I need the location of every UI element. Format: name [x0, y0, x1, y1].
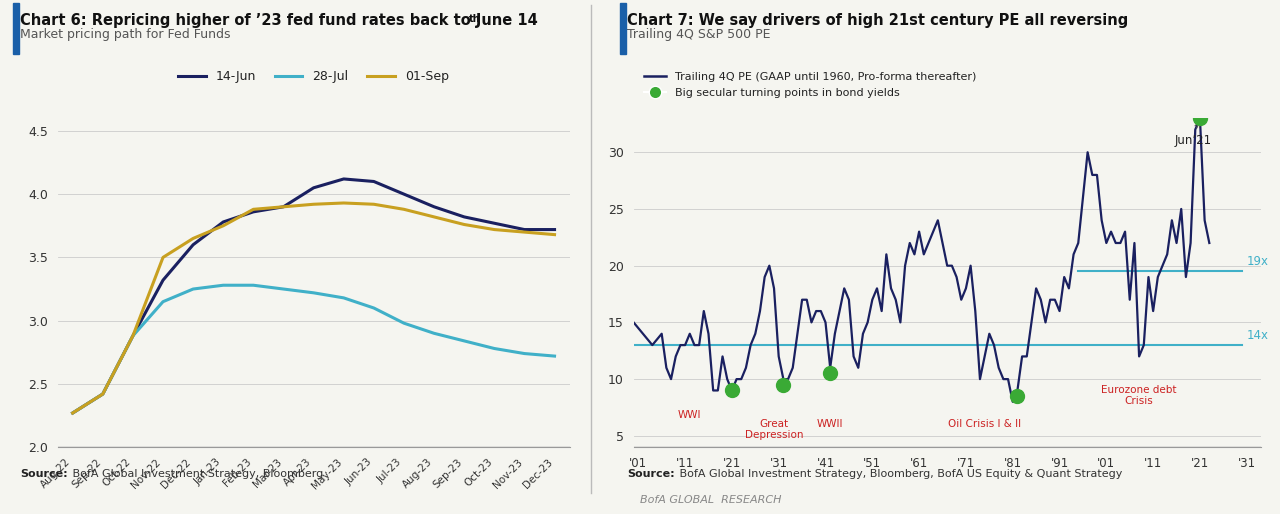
Text: BofA Global Investment Strategy, Bloomberg, BofA US Equity & Quant Strategy: BofA Global Investment Strategy, Bloombe…: [676, 469, 1123, 479]
28-Jul: [215, 282, 230, 288]
14-Jun: [517, 227, 532, 233]
14-Jun: [397, 191, 412, 197]
14-Jun: [95, 391, 110, 397]
28-Jul: [457, 338, 472, 344]
Text: 19x: 19x: [1247, 255, 1268, 268]
Text: Source:: Source:: [627, 469, 675, 479]
Line: 01-Sep: 01-Sep: [73, 203, 554, 413]
01-Sep: [426, 214, 442, 220]
14-Jun: [426, 204, 442, 210]
Text: BofA Global Investment Strategy, Bloomberg: BofA Global Investment Strategy, Bloombe…: [69, 469, 324, 479]
14-Jun: [186, 242, 201, 248]
Text: Oil Crisis I & II: Oil Crisis I & II: [948, 419, 1021, 429]
Line: 28-Jul: 28-Jul: [73, 285, 554, 413]
14-Jun: [547, 227, 562, 233]
28-Jul: [397, 320, 412, 326]
14-Jun: [275, 204, 291, 210]
01-Sep: [215, 223, 230, 229]
Text: BofA GLOBAL  RESEARCH: BofA GLOBAL RESEARCH: [640, 495, 782, 505]
14-Jun: [486, 220, 502, 226]
Text: Market pricing path for Fed Funds: Market pricing path for Fed Funds: [20, 28, 230, 41]
28-Jul: [366, 305, 381, 311]
Text: Great
Depression: Great Depression: [745, 419, 804, 440]
14-Jun: [155, 277, 170, 283]
01-Sep: [517, 229, 532, 235]
01-Sep: [366, 201, 381, 207]
Text: Eurozone debt
Crisis: Eurozone debt Crisis: [1101, 385, 1176, 407]
Text: WWI: WWI: [678, 410, 701, 420]
01-Sep: [306, 201, 321, 207]
28-Jul: [275, 286, 291, 292]
28-Jul: [486, 345, 502, 352]
Text: Source:: Source:: [20, 469, 68, 479]
01-Sep: [486, 227, 502, 233]
14-Jun: [125, 333, 141, 339]
01-Sep: [547, 231, 562, 237]
28-Jul: [306, 290, 321, 296]
Text: Chart 7: We say drivers of high 21st century PE all reversing: Chart 7: We say drivers of high 21st cen…: [627, 13, 1129, 28]
01-Sep: [125, 333, 141, 339]
Legend: 14-Jun, 28-Jul, 01-Sep: 14-Jun, 28-Jul, 01-Sep: [173, 65, 454, 88]
Text: Chart 6: Repricing higher of ’23 fed fund rates back to June 14: Chart 6: Repricing higher of ’23 fed fun…: [20, 13, 538, 28]
28-Jul: [186, 286, 201, 292]
28-Jul: [155, 299, 170, 305]
14-Jun: [306, 185, 321, 191]
01-Sep: [65, 410, 81, 416]
Text: th: th: [468, 14, 480, 24]
28-Jul: [95, 391, 110, 397]
01-Sep: [95, 391, 110, 397]
01-Sep: [186, 235, 201, 242]
Legend: Trailing 4Q PE (GAAP until 1960, Pro-forma thereafter), Big secular turning poin: Trailing 4Q PE (GAAP until 1960, Pro-for…: [639, 68, 980, 102]
01-Sep: [457, 222, 472, 228]
Text: 14x: 14x: [1247, 328, 1268, 342]
28-Jul: [125, 333, 141, 339]
28-Jul: [246, 282, 261, 288]
Text: Trailing 4Q S&P 500 PE: Trailing 4Q S&P 500 PE: [627, 28, 771, 41]
Line: 14-Jun: 14-Jun: [73, 179, 554, 413]
14-Jun: [337, 176, 352, 182]
14-Jun: [215, 219, 230, 225]
14-Jun: [366, 178, 381, 185]
Text: WWII: WWII: [817, 419, 844, 429]
28-Jul: [517, 351, 532, 357]
01-Sep: [275, 204, 291, 210]
14-Jun: [246, 209, 261, 215]
28-Jul: [547, 353, 562, 359]
01-Sep: [155, 254, 170, 261]
28-Jul: [65, 410, 81, 416]
01-Sep: [337, 200, 352, 206]
01-Sep: [246, 206, 261, 212]
01-Sep: [397, 206, 412, 212]
14-Jun: [457, 214, 472, 220]
28-Jul: [337, 295, 352, 301]
28-Jul: [426, 330, 442, 336]
14-Jun: [65, 410, 81, 416]
Text: Jun’21: Jun’21: [1174, 122, 1211, 146]
